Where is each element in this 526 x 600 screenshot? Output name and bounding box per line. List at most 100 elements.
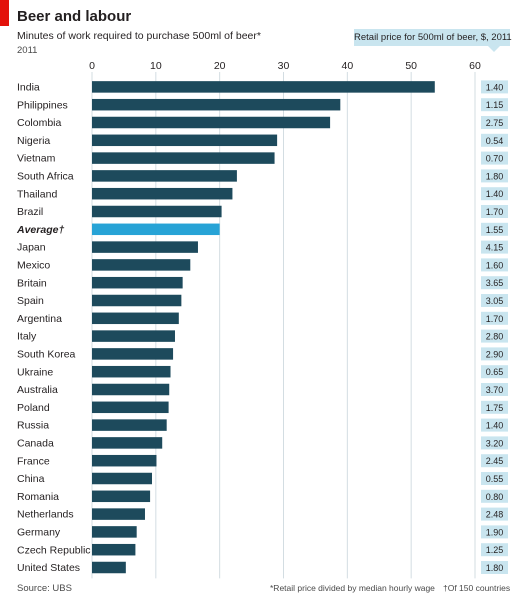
category-label: Czech Republic xyxy=(17,544,91,556)
price-label: 2.48 xyxy=(486,510,504,520)
price-box xyxy=(481,133,508,147)
price-box xyxy=(481,383,508,396)
x-tick-label: 30 xyxy=(278,60,290,72)
category-label: Argentina xyxy=(17,313,62,325)
price-box xyxy=(481,561,508,574)
category-label: Netherlands xyxy=(17,509,74,521)
bar xyxy=(92,170,237,182)
category-label: United States xyxy=(17,562,80,574)
price-box xyxy=(481,472,508,485)
bar xyxy=(92,241,198,253)
price-box xyxy=(481,187,508,201)
price-box xyxy=(481,454,508,468)
category-label: China xyxy=(17,473,45,485)
price-box xyxy=(481,329,508,343)
category-label: Vietnam xyxy=(17,153,56,165)
category-label: Germany xyxy=(17,527,61,539)
price-column-header: Retail price for 500ml of beer, $, 2011 xyxy=(354,29,512,46)
category-label: South Africa xyxy=(17,171,74,183)
bar xyxy=(92,419,167,431)
price-label: 0.55 xyxy=(486,474,504,484)
price-label: 4.15 xyxy=(486,243,504,253)
price-label: 2.75 xyxy=(486,118,504,128)
price-label: 1.40 xyxy=(486,189,504,199)
price-box xyxy=(481,294,508,307)
price-label: 1.15 xyxy=(486,100,504,110)
price-label: 2.80 xyxy=(486,332,504,342)
bar xyxy=(92,561,126,574)
category-label: Nigeria xyxy=(17,135,50,147)
price-box xyxy=(481,276,508,290)
bar xyxy=(92,81,435,93)
category-label: Average† xyxy=(16,224,64,236)
price-label: 1.75 xyxy=(486,403,504,413)
price-label: 0.65 xyxy=(486,367,504,377)
bar xyxy=(92,187,233,200)
price-label: 3.65 xyxy=(486,278,504,288)
bar xyxy=(92,526,137,538)
category-label: Romania xyxy=(17,491,59,503)
price-label: 1.80 xyxy=(486,171,504,181)
price-box xyxy=(481,98,508,112)
x-tick-label: 20 xyxy=(214,60,226,72)
bar xyxy=(92,312,179,325)
category-label: Philippines xyxy=(17,99,68,111)
price-box xyxy=(481,400,508,414)
category-label: Poland xyxy=(17,402,50,414)
bar xyxy=(92,205,222,218)
category-label: South Korea xyxy=(17,349,76,361)
price-box xyxy=(481,525,508,539)
bar xyxy=(92,401,169,414)
price-label: 0.70 xyxy=(486,154,504,164)
price-label: 1.90 xyxy=(486,527,504,537)
chart-year: 2011 xyxy=(17,45,38,56)
price-box xyxy=(481,365,508,379)
price-label: 1.60 xyxy=(486,260,504,270)
price-label: 3.70 xyxy=(486,385,504,395)
chart-subtitle: Minutes of work required to purchase 500… xyxy=(17,30,261,42)
price-label: 1.40 xyxy=(486,82,504,92)
category-label: Mexico xyxy=(17,260,50,272)
source-note: Source: UBS xyxy=(17,583,72,594)
category-label: Canada xyxy=(17,438,54,450)
price-label: 0.54 xyxy=(486,136,504,146)
price-label: 1.70 xyxy=(486,207,504,217)
price-box xyxy=(481,80,508,94)
chart-title: Beer and labour xyxy=(17,8,132,25)
price-label: 0.80 xyxy=(486,492,504,502)
x-tick-label: 40 xyxy=(341,60,353,72)
x-tick-label: 10 xyxy=(150,60,162,72)
price-label: 1.70 xyxy=(486,314,504,324)
category-label: Spain xyxy=(17,295,44,307)
category-label: Brazil xyxy=(17,206,43,218)
x-tick-label: 60 xyxy=(469,60,481,72)
price-label: 1.55 xyxy=(486,225,504,235)
category-label: India xyxy=(17,82,40,94)
bar xyxy=(92,330,175,342)
price-box xyxy=(481,222,508,236)
x-tick-label: 0 xyxy=(89,60,95,72)
bar xyxy=(92,294,182,307)
bar xyxy=(92,437,163,449)
bar xyxy=(92,116,331,129)
bar xyxy=(92,259,191,271)
price-box xyxy=(481,240,508,254)
price-box xyxy=(481,347,508,361)
price-box xyxy=(481,311,508,325)
category-label: Russia xyxy=(17,420,49,432)
price-box xyxy=(481,436,508,450)
price-box xyxy=(481,169,508,183)
bar xyxy=(92,152,275,164)
price-box xyxy=(481,418,508,432)
category-label: Colombia xyxy=(17,117,62,129)
price-box xyxy=(481,489,508,503)
bar xyxy=(92,276,183,289)
price-label: 1.40 xyxy=(486,421,504,431)
category-label: Ukraine xyxy=(17,366,53,378)
bar xyxy=(92,490,151,503)
price-box xyxy=(481,205,508,218)
bar xyxy=(92,223,220,236)
x-tick-label: 50 xyxy=(405,60,417,72)
footnote: *Retail price divided by median hourly w… xyxy=(270,583,435,593)
